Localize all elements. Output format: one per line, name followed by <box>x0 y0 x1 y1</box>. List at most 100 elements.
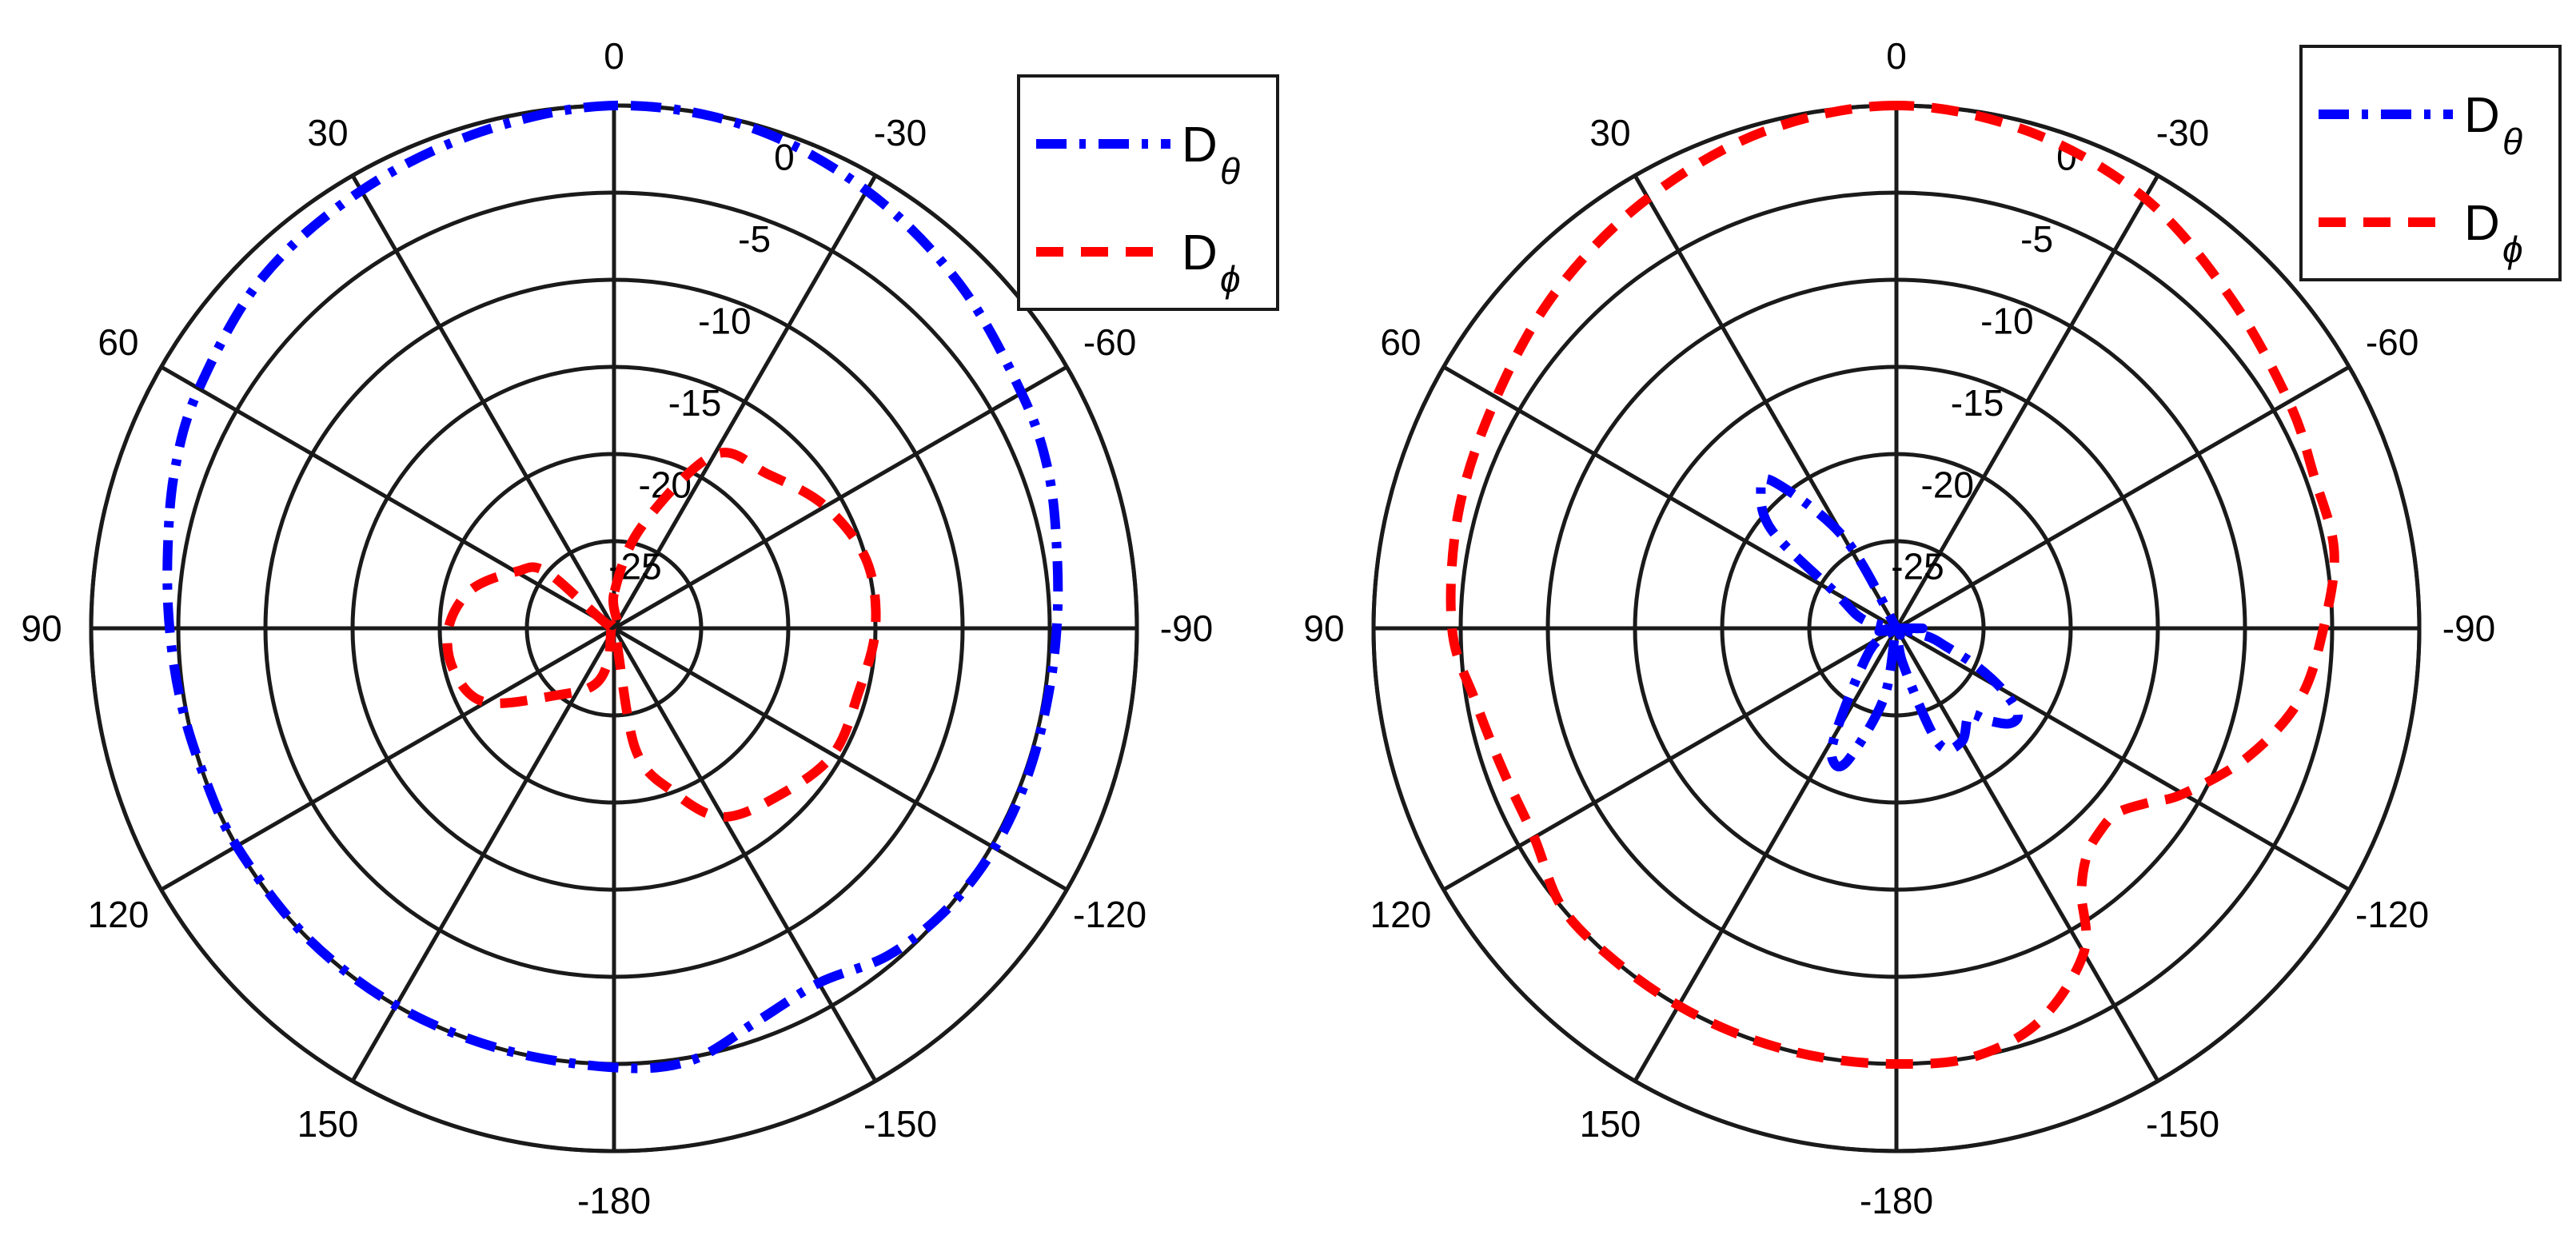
data-point <box>2183 793 2184 795</box>
angle-tick-label: -90 <box>1160 608 1213 649</box>
data-point <box>396 1005 397 1006</box>
data-point <box>557 694 559 695</box>
legend-subscript: ϕ <box>2502 229 2523 270</box>
legend-subscript: θ <box>2502 121 2522 162</box>
data-point <box>756 1021 758 1022</box>
data-point <box>2228 295 2230 297</box>
data-point <box>1678 1005 1680 1006</box>
data-point <box>1496 396 1497 398</box>
angle-tick-label: -180 <box>1860 1180 1933 1221</box>
data-point <box>1961 741 1963 743</box>
angle-tick-label: -150 <box>863 1103 937 1145</box>
data-point <box>1451 627 1453 629</box>
data-point <box>994 847 995 849</box>
data-point <box>2333 550 2335 552</box>
data-point <box>1902 662 1904 663</box>
angle-tick-label: 60 <box>98 321 138 363</box>
data-point <box>1929 636 1931 638</box>
data-point <box>1047 469 1049 471</box>
data-point <box>167 549 169 551</box>
data-point <box>640 527 642 528</box>
angle-tick-label: 120 <box>1370 894 1432 935</box>
data-point <box>1760 492 1761 493</box>
data-point <box>1972 1057 1973 1058</box>
data-point <box>592 685 594 687</box>
data-point <box>748 125 749 127</box>
data-point <box>2146 803 2147 804</box>
data-point <box>1772 531 1773 532</box>
data-point <box>500 1048 502 1050</box>
radial-tick-label: 0 <box>774 137 795 178</box>
series-line-d-theta <box>162 100 1063 1074</box>
data-point <box>2313 476 2315 477</box>
data-point <box>1896 1063 1897 1065</box>
data-point <box>361 189 362 191</box>
angle-tick-label: 120 <box>88 894 150 935</box>
data-point <box>204 776 205 778</box>
data-point <box>1835 592 1836 594</box>
data-point <box>613 592 615 594</box>
polar-plot-right: 0306090120150-180-150-120-90-60-300-5-10… <box>1303 35 2562 1221</box>
data-point <box>1046 703 1047 705</box>
angle-tick-label: 90 <box>1303 608 1344 649</box>
data-point <box>262 277 264 278</box>
angle-tick-label: -150 <box>2146 1103 2219 1145</box>
legend-label: D <box>1182 225 1218 281</box>
data-point <box>2247 755 2249 757</box>
data-point <box>1502 771 1504 772</box>
data-point <box>1937 742 1939 743</box>
data-point <box>959 282 960 284</box>
data-point <box>1056 627 1058 629</box>
data-point <box>2028 131 2030 133</box>
angle-tick-label: -60 <box>2366 321 2418 363</box>
data-point <box>2080 891 2082 893</box>
data-point <box>2001 688 2003 690</box>
angle-tick-label: -120 <box>1073 894 1146 935</box>
data-point <box>1820 1057 1821 1058</box>
angle-tick-label: -90 <box>2442 608 2495 649</box>
data-point <box>1904 629 1906 631</box>
radial-tick-label: -10 <box>698 300 751 341</box>
radial-tick-label: -15 <box>668 382 721 424</box>
data-point <box>1884 696 1885 698</box>
angle-tick-label: 90 <box>21 608 62 649</box>
data-point <box>2144 197 2146 199</box>
radial-tick-label: -5 <box>2020 218 2053 260</box>
data-point <box>1975 664 1976 666</box>
data-point <box>875 627 876 629</box>
data-point <box>1533 837 1535 839</box>
polar-plot-left: 0306090120150-180-150-120-90-60-300-5-10… <box>21 35 1279 1221</box>
data-point <box>1475 702 1477 703</box>
data-point <box>613 1066 615 1068</box>
radial-tick-label: -25 <box>1891 546 1944 588</box>
data-point <box>689 1060 691 1062</box>
data-point <box>1833 762 1835 763</box>
data-point <box>547 572 548 573</box>
angle-tick-label: 30 <box>1589 112 1630 153</box>
data-point <box>1968 715 1970 716</box>
data-point <box>515 571 516 572</box>
data-point <box>1922 627 1924 629</box>
data-point <box>780 794 781 795</box>
data-point <box>198 388 200 389</box>
data-point <box>857 693 859 695</box>
angle-tick-label: 0 <box>604 35 624 77</box>
grid-spoke <box>350 174 878 1082</box>
series-line-d-phi <box>442 448 881 823</box>
data-point <box>1562 907 1564 909</box>
data-point <box>1647 197 1649 199</box>
data-point <box>613 627 615 629</box>
data-point <box>2009 723 2011 724</box>
angle-tick-label: 0 <box>1886 35 1907 77</box>
data-point <box>613 105 615 106</box>
data-point <box>1844 537 1845 539</box>
data-point <box>1988 720 1990 722</box>
data-point <box>1848 759 1849 760</box>
radial-tick-label: -10 <box>1980 300 2033 341</box>
data-point <box>1862 619 1864 620</box>
data-point <box>866 560 867 561</box>
data-point <box>2288 401 2290 403</box>
data-point <box>174 468 176 469</box>
data-point <box>768 473 769 475</box>
